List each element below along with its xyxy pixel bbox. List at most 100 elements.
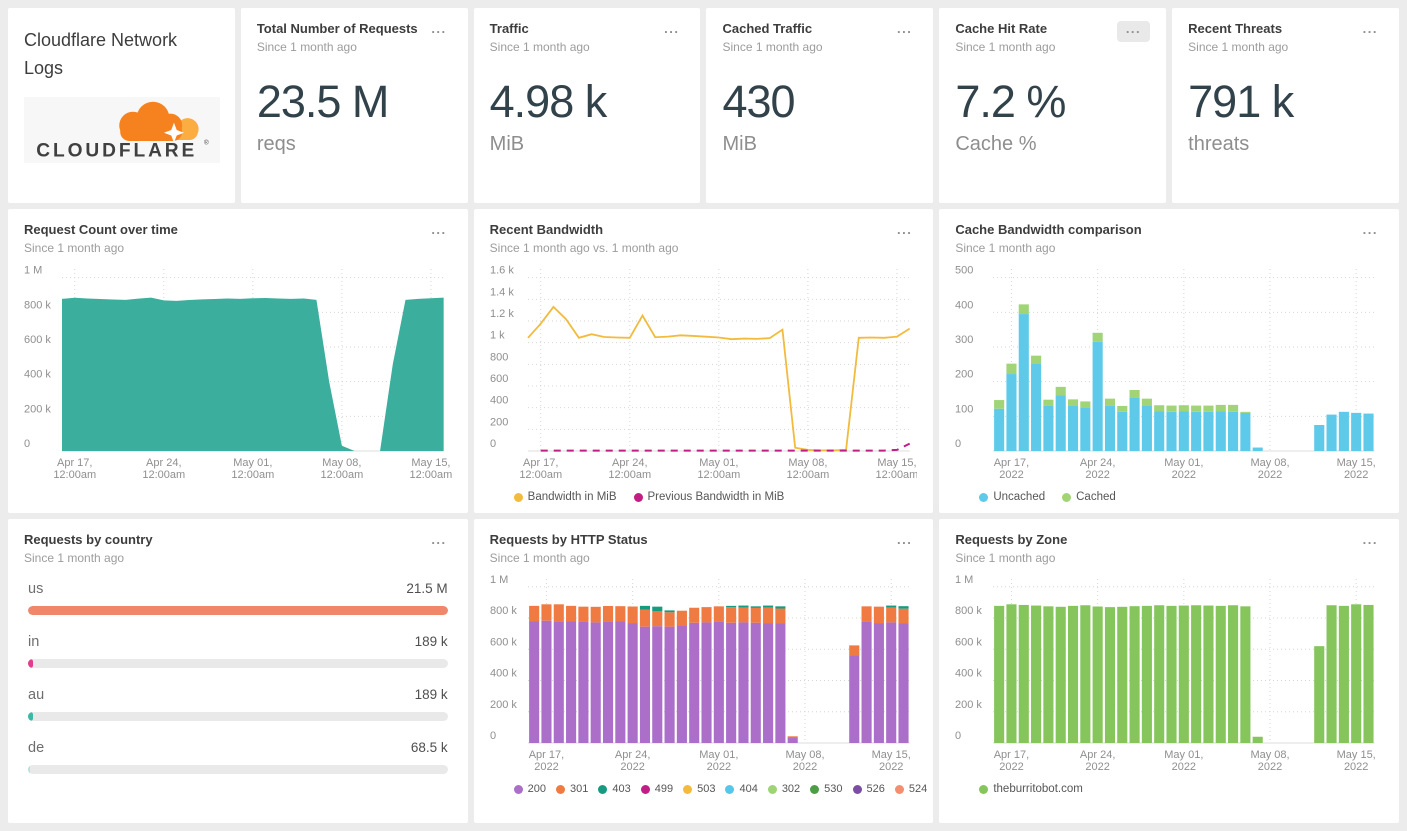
panel-menu-button[interactable]: ... xyxy=(664,21,680,36)
bar-segment xyxy=(1105,406,1116,452)
panel-menu-button[interactable]: ... xyxy=(1362,222,1378,237)
bar-segment xyxy=(994,606,1005,744)
panel-recent-threats: Recent Threats Since 1 month ago ... 791… xyxy=(1172,8,1399,203)
panel-menu-button[interactable]: ... xyxy=(1362,532,1378,547)
y-tick-label: 200 k xyxy=(24,404,51,416)
y-tick-label: 0 xyxy=(490,438,496,450)
panel-total-requests: Total Number of Requests Since 1 month a… xyxy=(240,8,468,203)
panel-traffic: Traffic Since 1 month ago ... 4.98 k MiB xyxy=(473,8,701,203)
legend-item[interactable]: 503 xyxy=(683,783,715,795)
country-bar-list: us 21.5 M in 189 k au 189 k de 68.5 k xyxy=(24,581,452,775)
x-tick-label: Apr 17, 12:00am xyxy=(53,457,96,481)
bar-segment xyxy=(541,604,552,621)
bar-segment xyxy=(1080,401,1091,408)
bar-segment xyxy=(701,622,712,744)
cache-bandwidth-bar-chart[interactable]: 500 400 300 200 100 0 Apr 17, 2022 Apr 24, 2022 Ma… xyxy=(955,255,1383,485)
x-tick-label: May 08, 2022 xyxy=(1251,749,1290,773)
bar-segment xyxy=(725,606,736,608)
legend-label: 301 xyxy=(570,783,589,796)
legend-item[interactable]: Cached xyxy=(1062,491,1116,503)
bar-segment xyxy=(688,607,699,623)
svg-text:®: ® xyxy=(204,138,209,146)
legend-item[interactable]: 301 xyxy=(556,783,588,795)
legend-item[interactable]: 530 xyxy=(810,783,843,796)
legend-item[interactable]: 403 xyxy=(598,783,631,795)
y-tick-label: 200 k xyxy=(490,699,517,711)
legend-label: 530 xyxy=(824,783,843,796)
bandwidth-line-chart[interactable]: 1.6 k 1.4 k 1.2 k 1 k 800 600 400 200 0 Apr 17, 12… xyxy=(490,255,918,485)
x-tick-label: Apr 17, 2022 xyxy=(994,457,1029,481)
panel-requests-by-zone: Requests by Zone Since 1 month ago ... 1… xyxy=(939,519,1399,823)
bar-segment xyxy=(1129,390,1140,398)
area-series xyxy=(62,297,444,452)
country-label: us xyxy=(28,581,44,598)
x-tick-label: May 15, 2022 xyxy=(1337,457,1376,481)
bar-segment xyxy=(1351,604,1362,744)
request-count-area-chart[interactable]: 1 M 800 k 600 k 400 k 200 k 0 Apr 17, 12:00am Ap… xyxy=(24,255,452,485)
panel-title: Traffic xyxy=(489,21,529,36)
panel-menu-button[interactable]: ... xyxy=(431,532,447,547)
panel-subtitle: Since 1 month ago xyxy=(24,551,125,566)
http-status-bar-chart[interactable]: 1 M 800 k 600 k 400 k 200 k 0 Apr 17, 2022 Apr 2… xyxy=(490,565,918,777)
zone-bar-chart[interactable]: 1 M 800 k 600 k 400 k 200 k 0 Apr 17, 2022 Apr 2… xyxy=(955,565,1383,777)
bar-segment xyxy=(627,606,638,624)
bar-segment xyxy=(1363,605,1374,744)
panel-subtitle: Since 1 month ago xyxy=(1188,40,1289,55)
panel-menu-button[interactable]: ... xyxy=(896,21,913,36)
legend-item[interactable]: Uncached xyxy=(979,491,1045,503)
x-tick-label: May 01, 12:00am xyxy=(697,457,740,481)
bar-segment xyxy=(639,606,650,611)
legend-item[interactable]: Bandwidth in MiB xyxy=(513,491,617,503)
panel-menu-button[interactable]: ... xyxy=(1116,21,1151,42)
bar-segment xyxy=(1055,395,1067,452)
legend-dot-icon xyxy=(767,784,777,794)
bar-segment xyxy=(676,610,687,626)
bar-segment xyxy=(1351,413,1362,452)
legend-item[interactable]: 499 xyxy=(640,783,673,795)
panel-title: Request Count over time xyxy=(24,222,178,237)
bar-segment xyxy=(787,736,798,738)
legend-dot-icon xyxy=(683,784,693,794)
cloud-icon xyxy=(119,101,199,143)
y-tick-label: 0 xyxy=(490,730,496,742)
panel-menu-button[interactable]: ... xyxy=(431,21,447,36)
panel-menu-button[interactable]: ... xyxy=(896,222,913,237)
legend-item[interactable]: 524 xyxy=(894,783,927,795)
bar-segment xyxy=(1080,605,1091,744)
chart-row-1: Request Count over time Since 1 month ag… xyxy=(8,209,1399,513)
bar-segment xyxy=(1019,314,1030,452)
bar-segment xyxy=(762,623,773,744)
y-tick-label: 200 xyxy=(955,369,973,381)
legend-item[interactable]: 526 xyxy=(852,783,885,795)
bar-segment xyxy=(651,606,662,612)
bar-segment xyxy=(885,622,896,744)
country-value: 189 k xyxy=(414,634,448,650)
legend-item[interactable]: 302 xyxy=(767,783,800,795)
legend-item[interactable]: theburritobot.com xyxy=(979,783,1083,795)
bar-segment xyxy=(1339,412,1350,452)
country-row: au 189 k xyxy=(28,687,448,722)
legend-item[interactable]: 404 xyxy=(725,783,758,795)
bar-segment xyxy=(1055,387,1067,396)
panel-menu-button[interactable]: ... xyxy=(431,222,447,237)
bar-segment xyxy=(1179,605,1190,744)
y-tick-label: 400 k xyxy=(24,369,51,381)
bar-segment xyxy=(774,623,786,744)
panel-recent-bandwidth: Recent Bandwidth Since 1 month ago vs. 1… xyxy=(473,209,934,513)
x-tick-label: May 01, 2022 xyxy=(699,749,738,773)
panel-subtitle: Since 1 month ago xyxy=(955,40,1056,55)
panel-menu-button[interactable]: ... xyxy=(1362,21,1378,36)
bar-segment xyxy=(750,608,761,623)
legend-dot-icon xyxy=(1062,492,1072,502)
bar-segment xyxy=(762,605,773,608)
legend-item[interactable]: Previous Bandwidth in MiB xyxy=(633,491,784,503)
bar-segment xyxy=(651,611,662,627)
country-bar-fill xyxy=(28,606,448,616)
legend-dot-icon xyxy=(979,784,989,794)
stat-value: 7.2 % xyxy=(955,76,1066,128)
brand-wordmark: CLOUDFLARE xyxy=(36,140,197,161)
stat-unit: reqs xyxy=(256,133,296,156)
legend-item[interactable]: 200 xyxy=(513,783,546,795)
panel-menu-button[interactable]: ... xyxy=(896,532,913,547)
legend-dot-icon xyxy=(598,784,608,794)
